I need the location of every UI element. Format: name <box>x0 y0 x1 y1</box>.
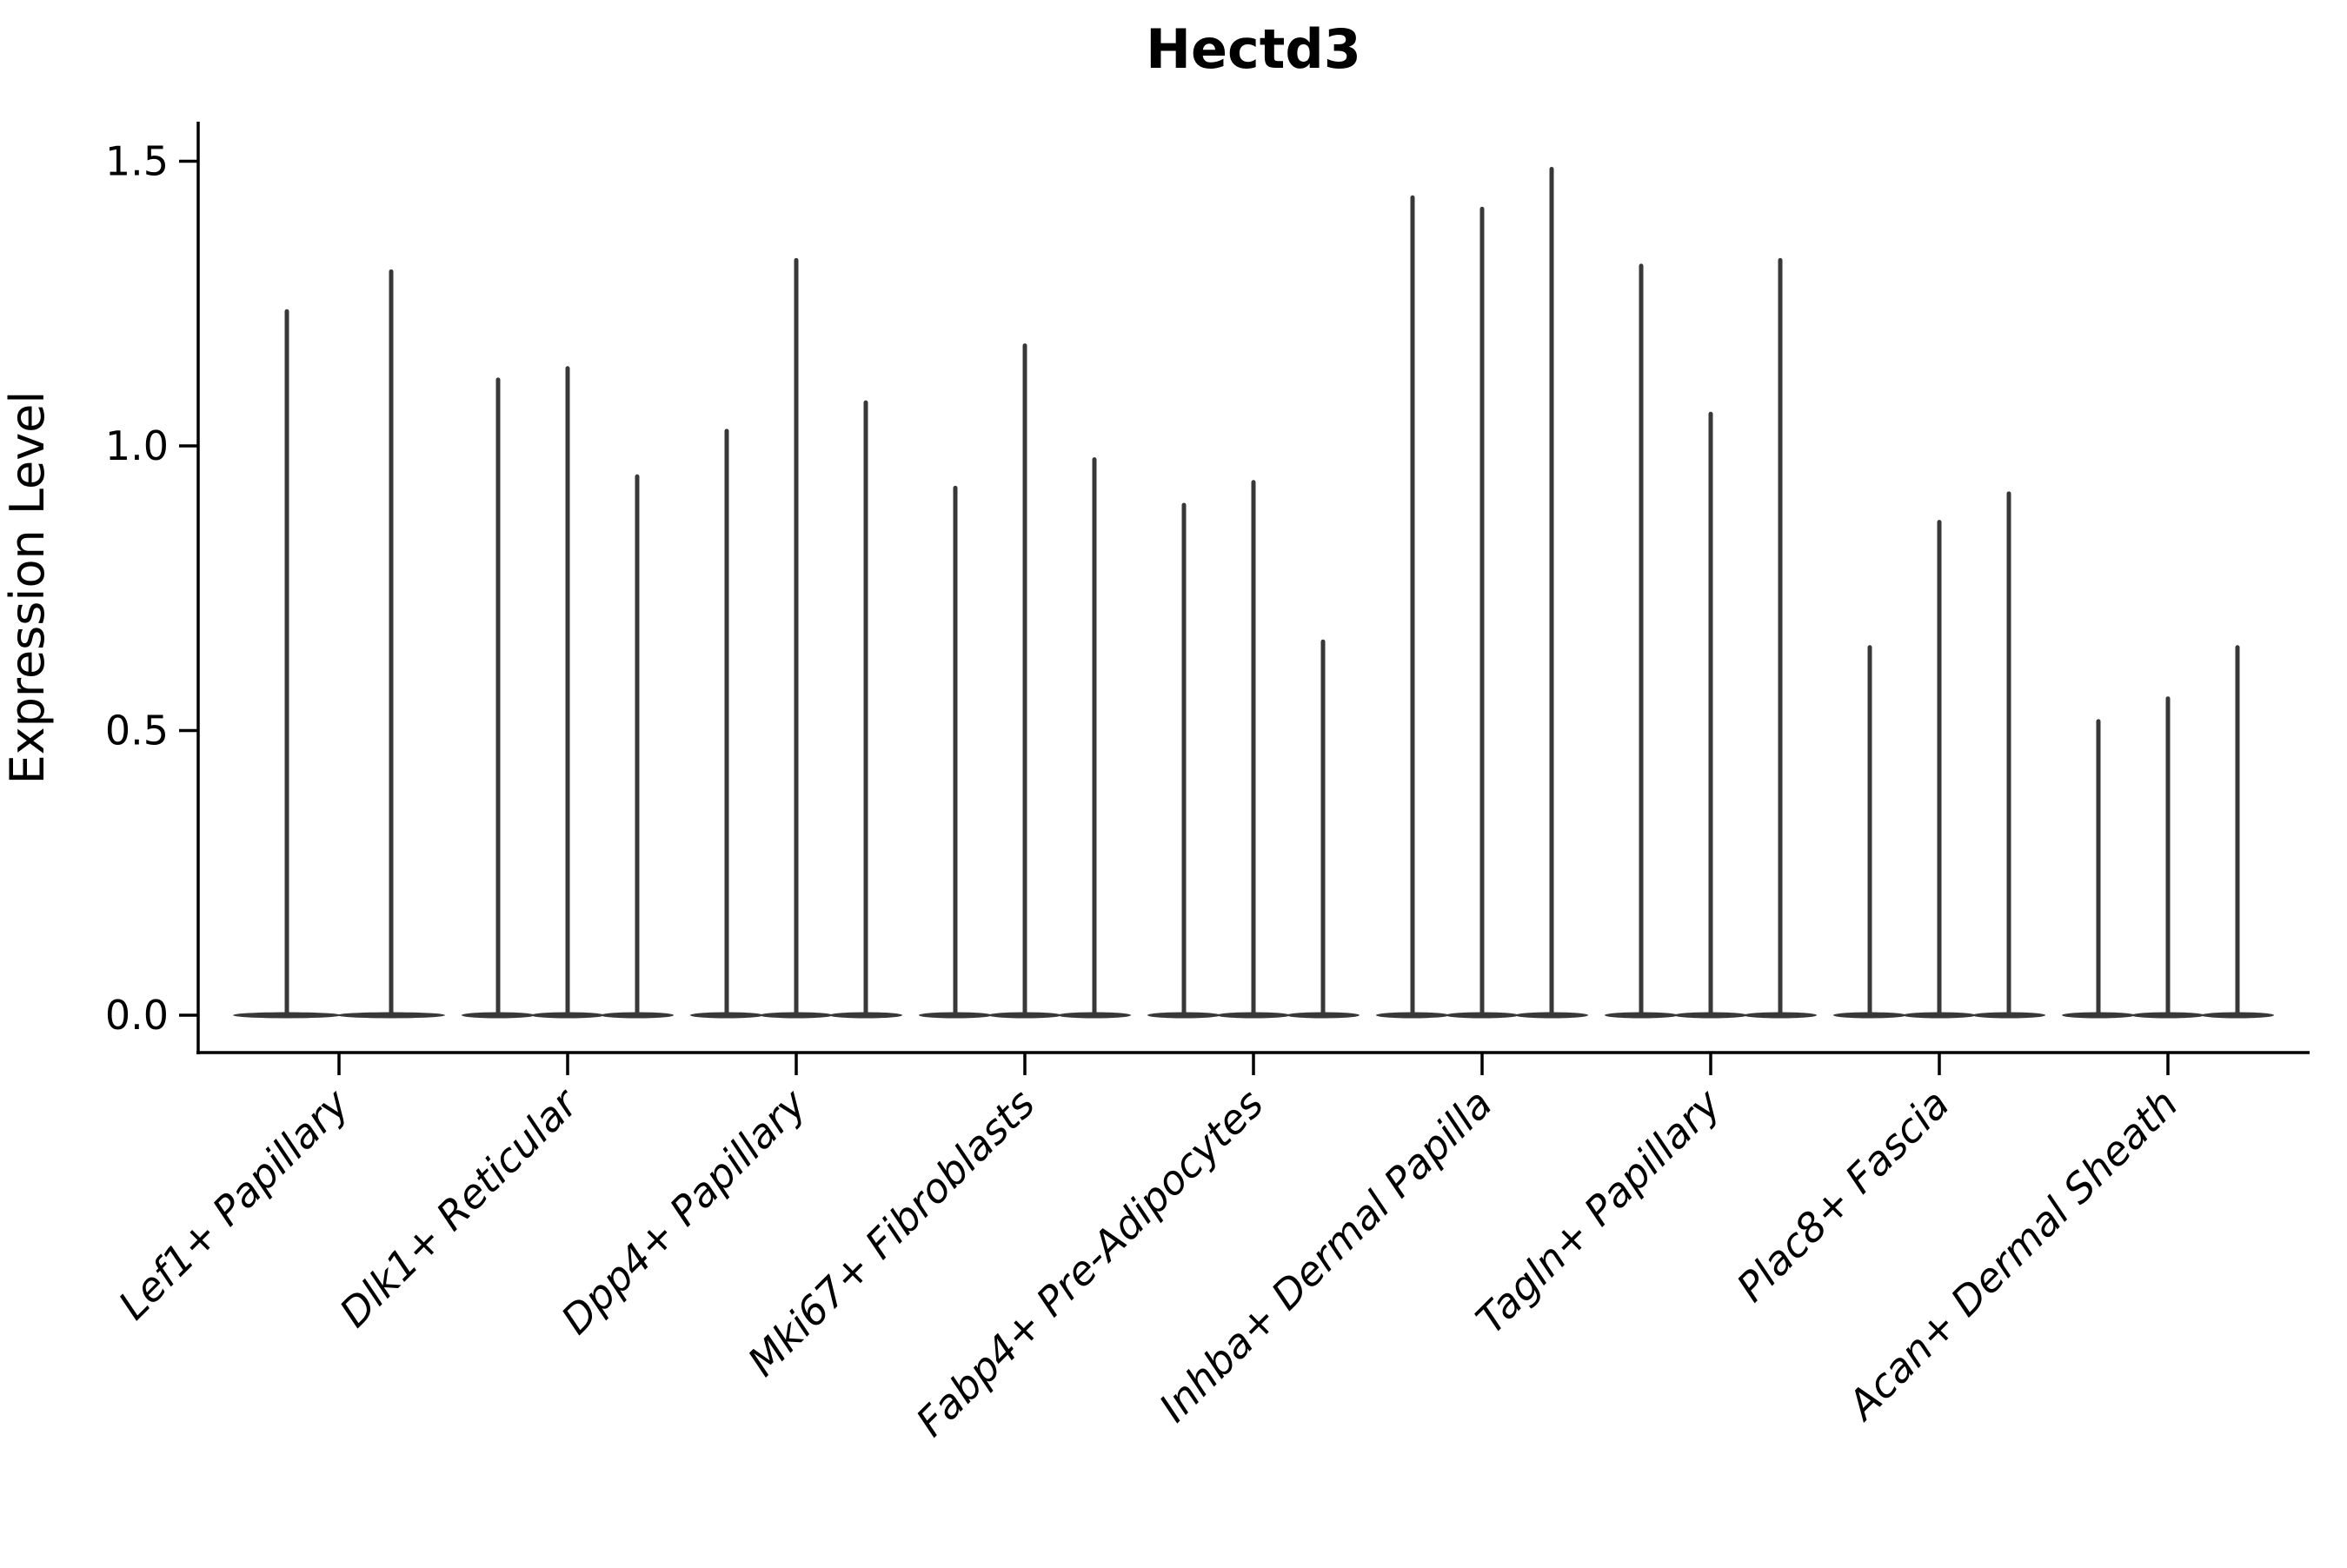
violin-spike <box>1937 520 1942 1018</box>
violin-spike <box>565 366 570 1018</box>
violin-group <box>690 257 902 1019</box>
violin-spike <box>2165 696 2171 1018</box>
violin-spike <box>1320 639 1326 1018</box>
violin-spike <box>2006 491 2011 1018</box>
violin-group <box>1605 257 1817 1019</box>
violin-spike <box>724 429 729 1019</box>
violin-group <box>233 269 445 1019</box>
violin-group <box>1376 167 1588 1019</box>
violin-spike <box>1708 411 1713 1018</box>
violin-spike <box>1778 257 1783 1019</box>
violin-group <box>1833 491 2045 1019</box>
violin-spike <box>863 400 868 1019</box>
violin-spike <box>635 474 640 1018</box>
violin-spike <box>1181 502 1187 1018</box>
violin-group <box>919 343 1131 1019</box>
violin-group <box>2062 645 2274 1019</box>
violin-group <box>462 366 674 1019</box>
violin-spike <box>284 309 289 1018</box>
violin-group <box>1147 480 1360 1019</box>
violin-spike <box>1867 645 1872 1018</box>
violin-spike <box>1549 167 1554 1019</box>
violin-layer <box>233 167 2274 1019</box>
y-axis-label: Expression Level <box>0 391 55 785</box>
violin-spike <box>1092 457 1097 1018</box>
violin-spike <box>1410 195 1415 1019</box>
chart-title: Hectd3 <box>1146 17 1361 81</box>
violin-spike <box>2235 645 2240 1018</box>
y-tick-label: 0.0 <box>105 992 169 1039</box>
violin-spike <box>495 377 501 1018</box>
violin-spike <box>1022 343 1027 1019</box>
violin-spike <box>794 257 799 1019</box>
y-tick-label: 0.5 <box>105 708 169 754</box>
violin-spike <box>953 485 958 1018</box>
violin-spike <box>1639 263 1644 1018</box>
violin-spike <box>1479 206 1485 1018</box>
violin-spike <box>1251 480 1256 1018</box>
violin-spike <box>2096 719 2101 1018</box>
violin-spike <box>389 269 394 1018</box>
y-tick-label: 1.5 <box>105 138 169 185</box>
y-tick-label: 1.0 <box>105 422 169 469</box>
